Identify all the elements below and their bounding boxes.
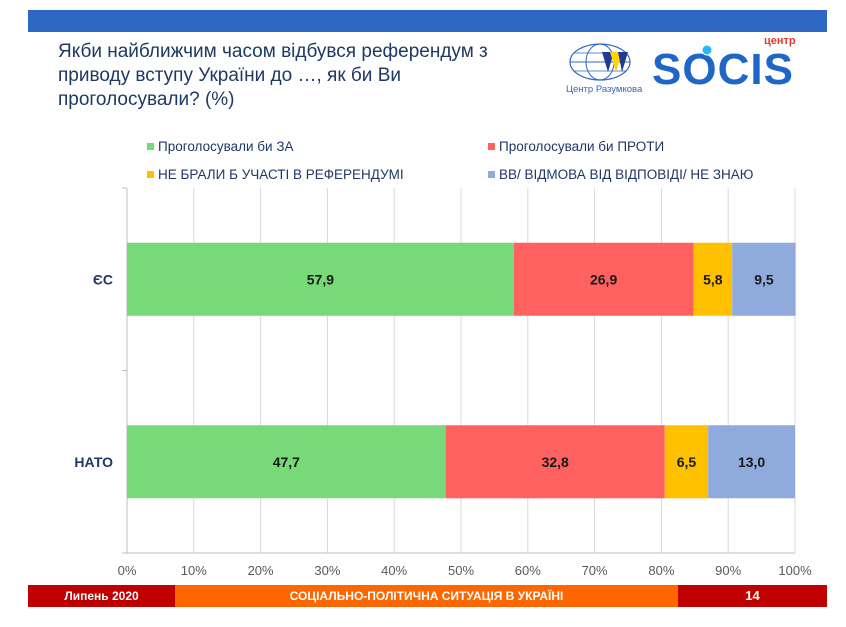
x-tick-label: 60% [515, 563, 541, 578]
x-tick-label: 70% [582, 563, 608, 578]
data-label: 9,5 [754, 271, 774, 287]
legend-swatch [147, 143, 154, 150]
socis-figure-icon [701, 44, 713, 56]
bar-segment [513, 242, 694, 316]
x-tick-label: 20% [248, 563, 274, 578]
footer-subtitle: СОЦІАЛЬНО-ПОЛІТИЧНА СИТУАЦІЯ В УКРАЇНІ [175, 585, 678, 607]
x-tick-label: 0% [118, 563, 137, 578]
footer-bar: Липень 2020 СОЦІАЛЬНО-ПОЛІТИЧНА СИТУАЦІЯ… [28, 585, 827, 607]
bar-segment [708, 425, 795, 499]
socis-logo: центр SOCIS [652, 34, 822, 94]
legend-item-for: Проголосували би ЗА [147, 139, 293, 154]
x-tick-label: 50% [448, 563, 474, 578]
legend-swatch [147, 171, 154, 178]
razumkov-logo: Центр Разумкова [566, 40, 648, 100]
socis-small-text: центр [764, 35, 796, 47]
legend-item-against: Проголосували би ПРОТИ [488, 139, 664, 154]
legend-swatch [488, 143, 495, 150]
data-label: 6,5 [677, 454, 697, 470]
globe-icon: Центр Разумкова [566, 43, 643, 95]
x-tick-label: 90% [715, 563, 741, 578]
bar-segment [445, 425, 665, 499]
socis-big-text: SOCIS [652, 45, 794, 94]
razumkov-caption: Центр Разумкова [566, 84, 643, 95]
bar-segment [693, 242, 733, 316]
chart-title: Якби найближчим часом відбувся референду… [58, 41, 488, 110]
bar-segment [732, 242, 796, 316]
data-label: 5,8 [703, 271, 723, 287]
category-label: ЄС [93, 271, 113, 287]
data-label: 57,9 [307, 271, 334, 287]
page-number: 14 [678, 585, 827, 607]
data-label: 47,7 [273, 454, 300, 470]
legend-swatch [488, 171, 495, 178]
data-label: 13,0 [738, 454, 765, 470]
bar-segment [127, 425, 446, 499]
data-label: 32,8 [542, 454, 569, 470]
legend-item-dont-know: ВВ/ ВІДМОВА ВІД ВІДПОВІДІ/ НЕ ЗНАЮ [488, 167, 753, 182]
category-label: НАТО [74, 454, 113, 470]
x-tick-label: 30% [314, 563, 340, 578]
data-label: 26,9 [590, 271, 617, 287]
bar-segment [127, 242, 514, 316]
x-tick-label: 80% [648, 563, 674, 578]
top-accent-bar [28, 10, 827, 32]
legend-item-not-participate: НЕ БРАЛИ Б УЧАСТІ В РЕФЕРЕНДУМІ [147, 167, 404, 182]
x-tick-label: 10% [181, 563, 207, 578]
x-tick-label: 40% [381, 563, 407, 578]
footer-date: Липень 2020 [28, 585, 175, 607]
x-tick-label: 100% [778, 563, 812, 578]
bar-segment [664, 425, 709, 499]
